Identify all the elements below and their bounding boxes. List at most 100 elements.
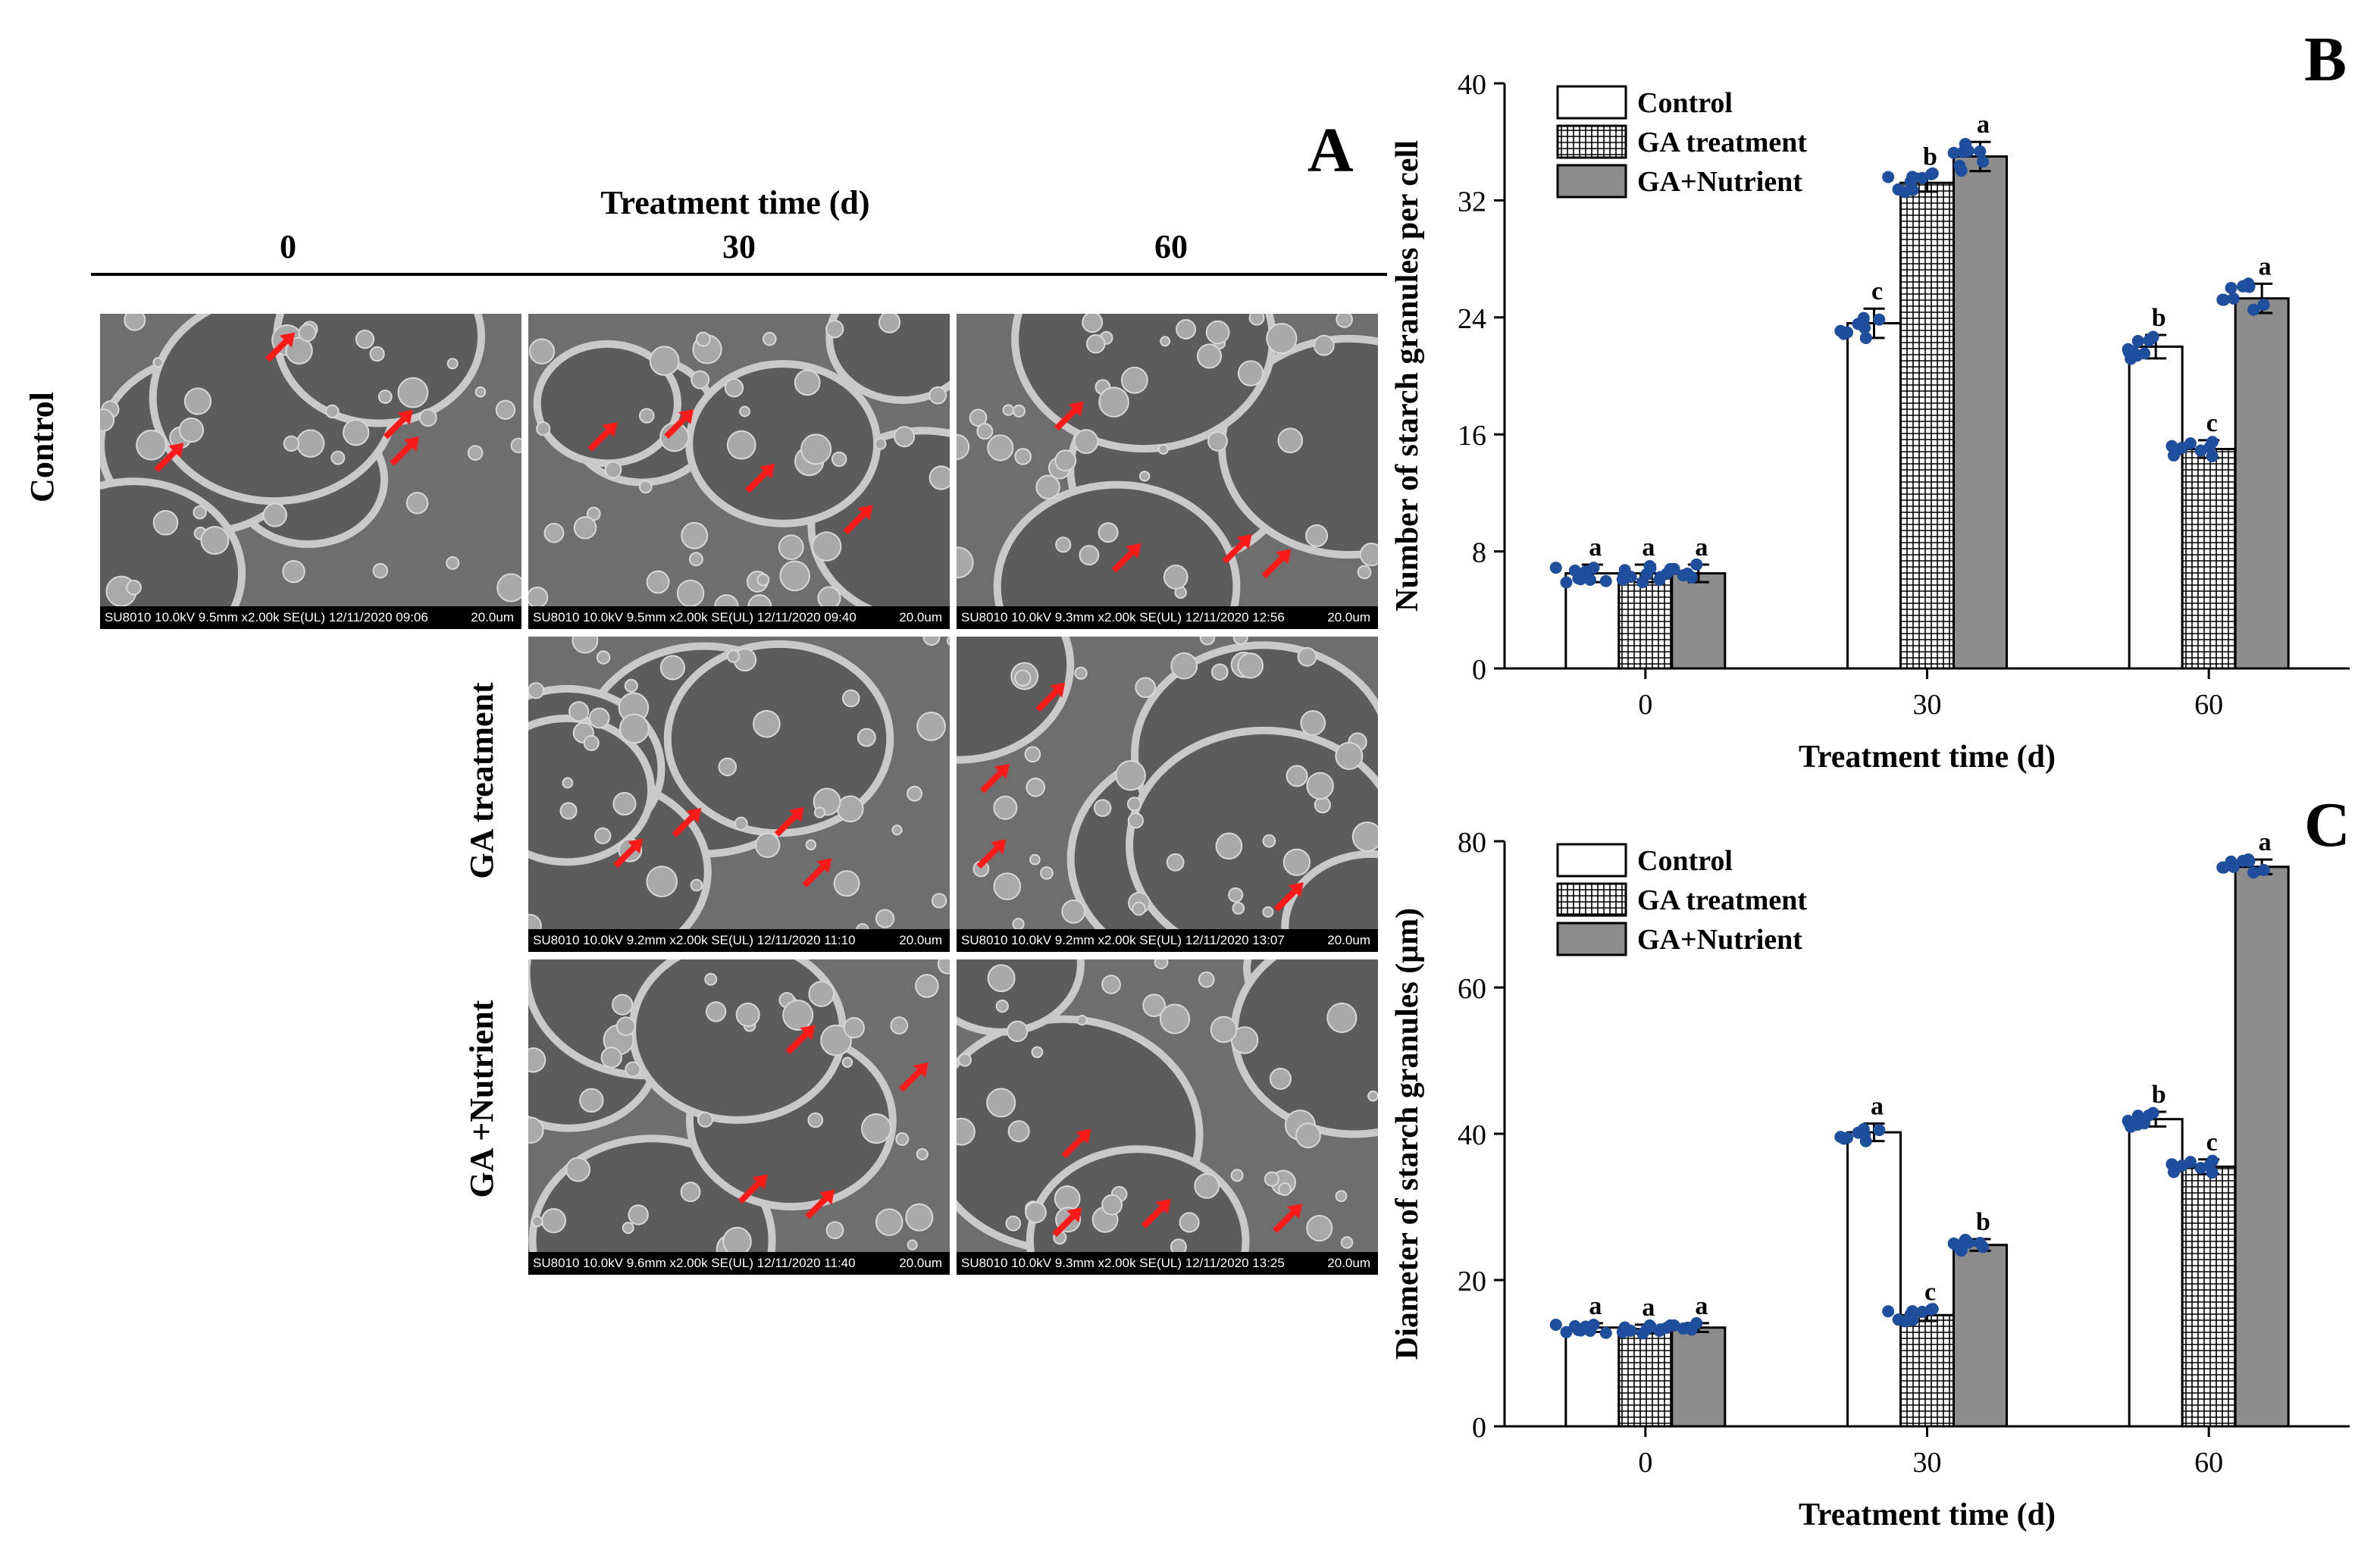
column-header-30: 30 [722, 228, 756, 265]
starch-granule [813, 806, 826, 818]
sem-info-bar: SU8010 10.0kV 9.3mm x2.00k SE(UL) 12/11/… [957, 1252, 1378, 1275]
starch-granule [1215, 832, 1243, 860]
starch-granule [1248, 314, 1265, 326]
y-tick-label: 40 [1458, 69, 1486, 101]
replicate-point [1956, 146, 1969, 158]
red-arrowhead [759, 463, 775, 479]
replicate-point [1852, 1126, 1865, 1139]
column-header-0: 0 [280, 228, 296, 265]
starch-granule [1170, 652, 1198, 680]
starch-granule [1098, 387, 1129, 418]
starch-granule [1232, 637, 1248, 645]
starch-granule [572, 637, 599, 654]
starch-granule [1305, 524, 1329, 547]
starch-granule [528, 338, 556, 365]
red-arrow [805, 1193, 831, 1219]
sem-image: SU8010 10.0kV 9.3mm x2.00k SE(UL) 12/11/… [955, 312, 1379, 631]
significance-letter: c [2206, 409, 2218, 437]
starch-granule [565, 1157, 591, 1182]
starch-granule [915, 974, 939, 998]
starch-granule [995, 999, 1009, 1013]
significance-letter: a [1695, 1292, 1708, 1320]
starch-granule [697, 1111, 713, 1128]
significance-letter: a [1589, 534, 1602, 562]
red-arrow [774, 811, 800, 837]
starch-granule [820, 1024, 852, 1056]
bar [1617, 1328, 1674, 1428]
red-arrow [1261, 552, 1288, 579]
starch-granule [588, 707, 610, 729]
starch-granule [957, 434, 970, 460]
starch-granule [690, 878, 703, 892]
starch-granule [1025, 1201, 1047, 1224]
starch-granule [907, 785, 923, 802]
significance-letter: c [2206, 1128, 2218, 1157]
starch-granule [875, 1208, 903, 1236]
starch-granule [1198, 971, 1215, 988]
y-tick-label: 40 [1458, 1119, 1486, 1151]
x-tick-label: 60 [2194, 1447, 2223, 1479]
starch-granule [704, 972, 718, 986]
replicate-point [1955, 164, 1968, 177]
starch-granule [638, 480, 653, 494]
sem-image: SU8010 10.0kV 9.2mm x2.00k SE(UL) 12/11/… [955, 635, 1379, 953]
y-tick-label: 8 [1472, 537, 1486, 569]
starch-granule [1055, 537, 1072, 553]
starch-granule [976, 423, 994, 440]
starch-granule [929, 465, 950, 490]
bar [1899, 1313, 1955, 1428]
starch-granule [681, 521, 709, 549]
starch-granule [957, 546, 974, 579]
starch-granule [1228, 887, 1244, 903]
sem-scale-label: 20.0um [899, 933, 942, 947]
starch-granule [726, 649, 741, 663]
starch-granule [531, 1215, 543, 1228]
sem-image: SU8010 10.0kV 9.2mm x2.00k SE(UL) 12/11/… [527, 635, 951, 953]
starch-granule [1295, 1122, 1321, 1149]
replicate-point [2131, 349, 2144, 362]
starch-granule [1014, 669, 1032, 687]
replicate-point [1664, 562, 1677, 575]
starch-granule [1076, 1015, 1088, 1026]
starch-granule [1359, 543, 1378, 567]
y-tick-label: 24 [1458, 303, 1486, 335]
starch-granule [856, 728, 876, 747]
replicate-point [1677, 569, 1689, 582]
starch-granule [705, 1001, 727, 1022]
red-arrow [979, 767, 1006, 793]
starch-granule [875, 909, 895, 928]
starch-granule [1351, 821, 1378, 852]
legend-label: GA treatment [1637, 127, 1807, 158]
legend-swatch [1556, 843, 1627, 878]
starch-granule [573, 516, 597, 540]
replicate-point [1977, 1241, 1990, 1254]
replicate-point [2206, 436, 2219, 449]
cell-wall [1281, 850, 1378, 932]
bar [1953, 1244, 2008, 1428]
sem-texture [957, 637, 1378, 932]
replicate-point [2257, 863, 2270, 876]
starch-granule [916, 1147, 929, 1160]
sem-metadata: SU8010 10.0kV 9.6mm x2.00k SE(UL) 12/11/… [533, 1256, 856, 1270]
starch-granule [825, 1221, 844, 1240]
starch-granule [646, 865, 678, 897]
red-arrowhead [1155, 1199, 1171, 1215]
starch-granule [833, 870, 860, 897]
starch-granule [594, 827, 612, 845]
panel-b-label: B [2304, 24, 2347, 95]
starch-granule [895, 1132, 910, 1146]
y-tick-label: 0 [1472, 1412, 1486, 1444]
replicate-point [2237, 854, 2250, 867]
red-arrowhead [994, 763, 1010, 779]
bar [2181, 1165, 2237, 1428]
starch-granule [495, 399, 516, 420]
starch-granule [355, 330, 375, 349]
starch-granule [604, 461, 622, 479]
bar [1846, 322, 1902, 670]
starch-granule [1237, 360, 1264, 387]
starch-granule [418, 408, 437, 427]
starch-granule [993, 795, 1018, 820]
replicate-point [1664, 1319, 1677, 1332]
bar [2128, 345, 2184, 670]
replicate-point [1572, 1324, 1585, 1337]
